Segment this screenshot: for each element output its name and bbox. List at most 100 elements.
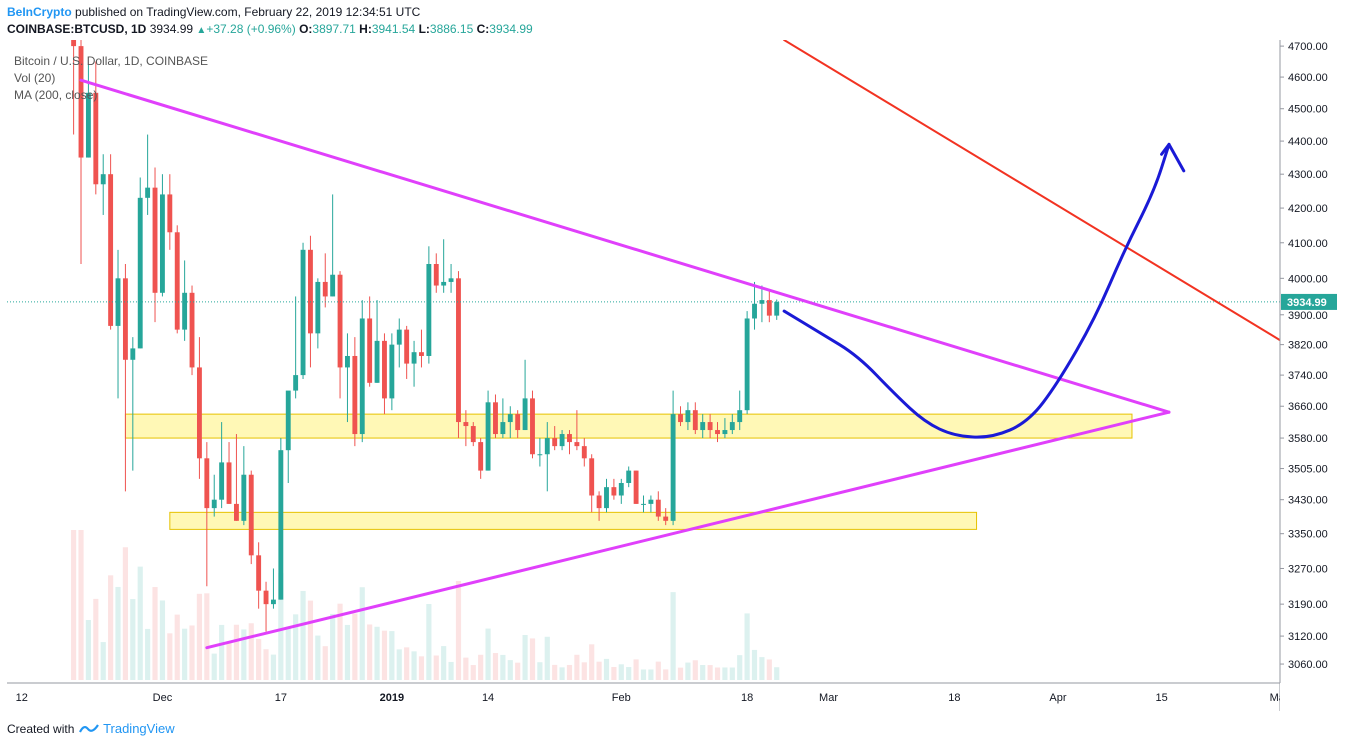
candle-body: [463, 422, 469, 427]
candle-body: [478, 442, 484, 471]
candle-body: [700, 422, 706, 431]
volume-bar: [529, 638, 536, 680]
candle-body: [633, 470, 639, 504]
candle-body: [456, 278, 461, 423]
volume-bar: [492, 653, 499, 680]
time-tick-label: Feb: [612, 692, 631, 704]
chart-legend-title[interactable]: Bitcoin / U.S. Dollar, 1D, COINBASE: [14, 54, 209, 68]
candle-body: [611, 487, 617, 496]
price-tick-label: 4100.00: [1288, 238, 1328, 250]
volume-bar: [744, 613, 750, 680]
volume-bar: [515, 662, 521, 680]
volume-bar: [211, 653, 217, 680]
chart-legend-volume[interactable]: Vol (20): [14, 71, 56, 85]
price-change: +37.28 (+0.96%): [206, 22, 296, 36]
candle-body: [241, 474, 247, 521]
candle-body: [389, 344, 395, 399]
candle-body: [226, 462, 232, 504]
candle-body: [493, 402, 498, 435]
support-zone-2: [169, 511, 978, 530]
volume-bar: [537, 662, 543, 680]
up-triangle-icon: ▲: [196, 25, 207, 36]
time-tick-label: 18: [741, 692, 753, 704]
candle-body: [678, 414, 683, 423]
candle-body: [589, 458, 595, 496]
candle-body: [196, 367, 202, 459]
candle-body: [256, 555, 262, 591]
candle-body: [685, 410, 691, 423]
volume-bar: [367, 624, 373, 680]
support-zone-1: [124, 413, 1133, 439]
volume-bar: [278, 573, 284, 680]
volume-bar: [285, 626, 291, 680]
volume-bar: [640, 669, 647, 680]
projection-path: [782, 142, 1171, 439]
volume-bar: [737, 655, 743, 680]
candle-body: [159, 194, 165, 293]
candle-body: [729, 422, 735, 431]
volume-bar: [307, 600, 314, 680]
volume-bar: [544, 636, 550, 680]
volume-bar: [152, 587, 158, 680]
chart-header: BeInCrypto published on TradingView.com,…: [0, 0, 1350, 40]
time-tick-label: 14: [482, 692, 494, 704]
volume-bar: [522, 635, 528, 680]
candle-body: [766, 300, 772, 316]
last-price: 3934.99: [149, 22, 194, 36]
price-tick-label: 4400.00: [1288, 136, 1328, 148]
volume-bar: [618, 664, 624, 680]
candle-body: [374, 340, 380, 383]
low-label: L:: [418, 22, 430, 36]
volume-bar: [663, 669, 669, 680]
high-value: 3941.54: [371, 22, 416, 36]
time-tick-label: 12: [16, 692, 28, 704]
volume-bar: [766, 659, 772, 680]
volume-bar: [381, 630, 388, 680]
created-with-label: Created with: [7, 722, 75, 736]
candle-body: [182, 292, 188, 330]
candle-body: [293, 375, 299, 391]
candle-body: [204, 458, 210, 509]
volume-bar: [337, 603, 343, 680]
volume-bar: [352, 613, 358, 680]
volume-bar: [389, 631, 395, 680]
candle-body: [485, 402, 491, 471]
volume-bar: [219, 624, 225, 680]
footer: Created with TradingView: [7, 721, 175, 736]
volume-bar: [633, 659, 639, 680]
tradingview-logo-icon: [78, 722, 103, 736]
volume-bar: [433, 655, 439, 680]
volume-bar: [677, 667, 684, 680]
volume-bar: [722, 667, 728, 680]
candle-body: [337, 274, 343, 368]
candle-body: [263, 590, 269, 605]
candle-body: [648, 499, 654, 504]
candle-body: [359, 318, 365, 435]
last-price-tag-label: 3934.99: [1287, 297, 1327, 309]
candle-body: [715, 430, 720, 435]
tradingview-brand[interactable]: TradingView: [103, 721, 175, 736]
volume-bar: [174, 614, 180, 680]
candle-body: [522, 398, 528, 431]
time-tick-label: Dec: [153, 692, 173, 704]
volume-bar: [470, 665, 476, 680]
price-tick-label: 3740.00: [1288, 370, 1328, 382]
candle-body: [100, 174, 106, 185]
candle-body: [537, 454, 543, 456]
volume-bar: [100, 642, 106, 680]
candle-body: [426, 264, 432, 356]
candle-body: [352, 355, 358, 435]
volume-bar: [692, 660, 698, 680]
volume-bar: [685, 662, 691, 680]
time-tick-label: 15: [1155, 692, 1167, 704]
candle-body: [774, 301, 780, 316]
volume-bar: [396, 649, 402, 680]
publisher-name[interactable]: BeInCrypto: [7, 5, 72, 19]
volume-bar: [759, 657, 765, 680]
volume-bar: [137, 566, 143, 680]
volume-bar: [478, 654, 484, 680]
volume-bar: [485, 628, 491, 680]
candle-body: [248, 474, 254, 556]
chart-legend-ma[interactable]: MA (200, close): [14, 88, 98, 102]
